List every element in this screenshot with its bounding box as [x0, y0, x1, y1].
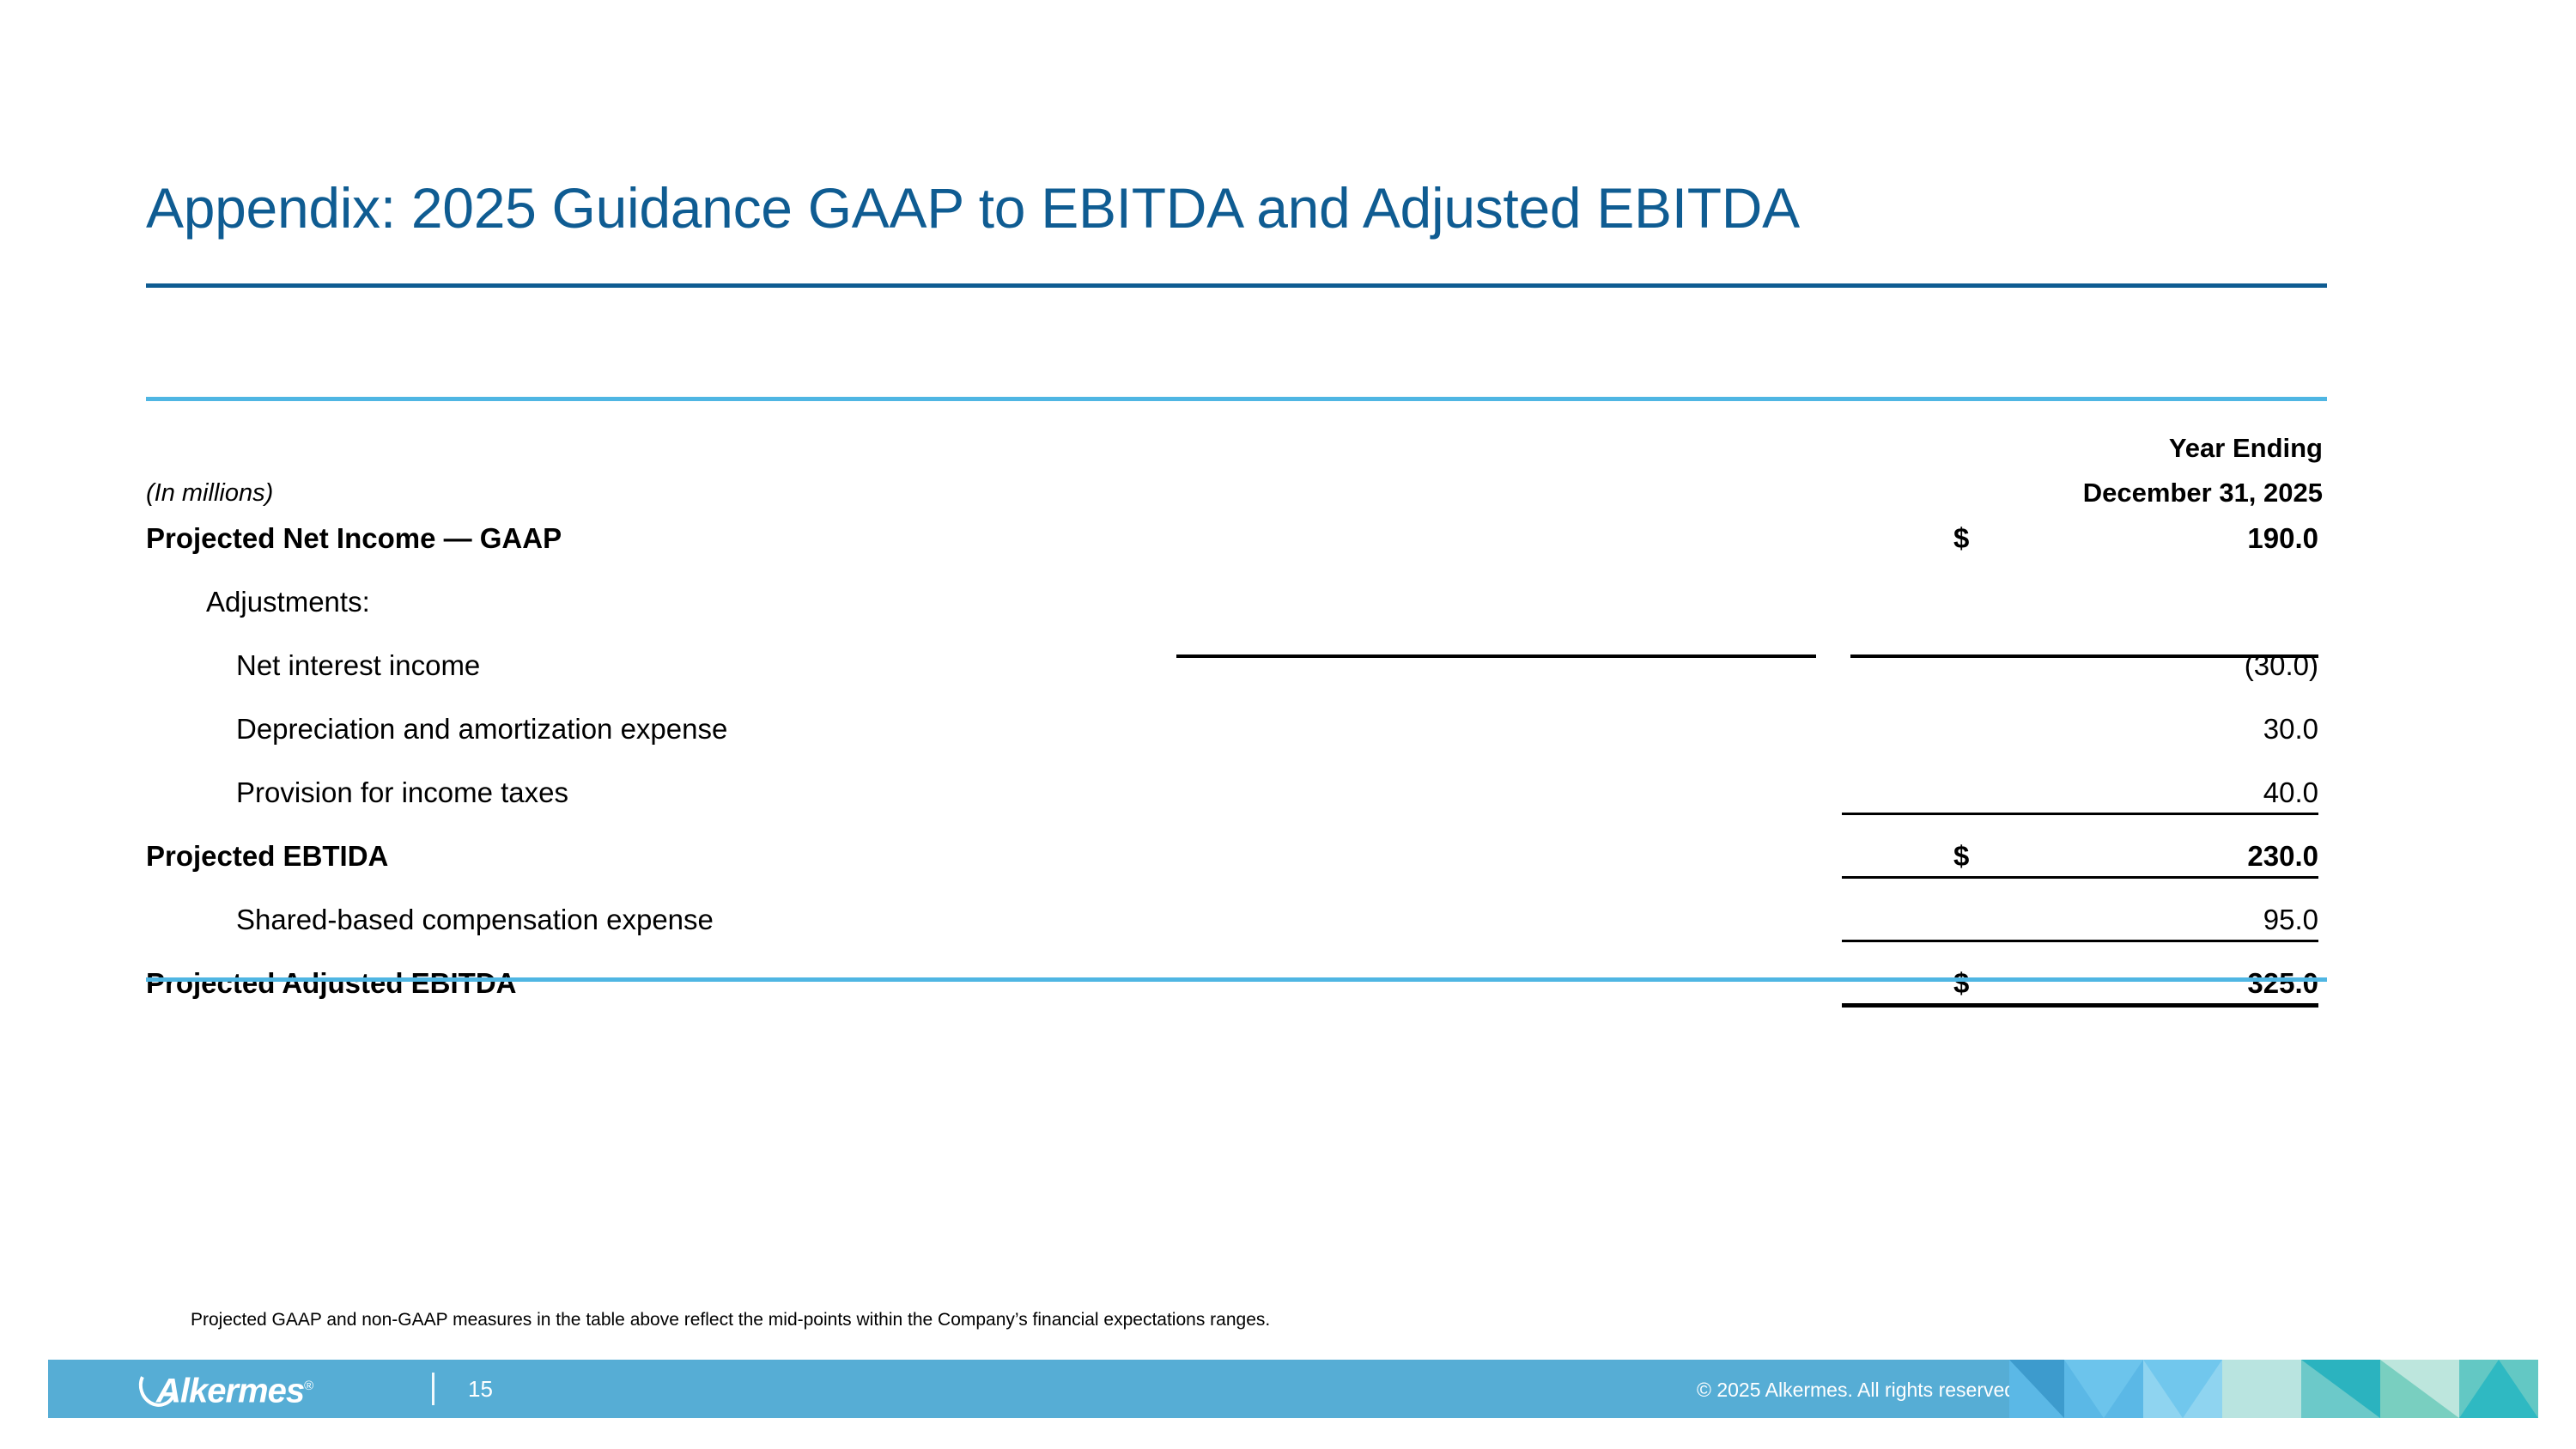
- currency-symbol: $: [1953, 967, 1970, 999]
- deco-triangle-icon: [2380, 1360, 2459, 1418]
- deco-triangle-icon: [2301, 1360, 2380, 1418]
- registered-trademark-icon: ®: [304, 1379, 313, 1394]
- deco-triangle-icon: [2064, 1360, 2143, 1418]
- copyright-text: © 2025 Alkermes. All rights reserved.: [1697, 1379, 2021, 1401]
- deco-cell: [2301, 1360, 2380, 1418]
- total-rule: [1842, 1003, 2318, 1008]
- table-top-rule: [146, 397, 2327, 401]
- row-label: Depreciation and amortization expense: [236, 713, 728, 745]
- deco-cell: [2222, 1360, 2301, 1418]
- subtotal-rule: [1842, 813, 2318, 815]
- column-header-year-ending: Year Ending: [2168, 433, 2323, 463]
- deco-cell: [2380, 1360, 2459, 1418]
- deco-triangle-icon: [2009, 1360, 2064, 1418]
- units-label: (In millions): [146, 479, 274, 507]
- page-title: Appendix: 2025 Guidance GAAP to EBITDA a…: [146, 176, 1800, 240]
- header-rule-right: [1850, 654, 2318, 658]
- table-bottom-rule: [146, 977, 2327, 982]
- row-label: Net interest income: [236, 649, 481, 681]
- footer-bar: Alkermes® 15 © 2025 Alkermes. All rights…: [48, 1360, 2538, 1418]
- subtotal-rule: [1842, 940, 2318, 942]
- row-label: Projected Adjusted EBITDA: [146, 967, 517, 999]
- currency-symbol: $: [1953, 522, 1970, 554]
- row-label: Adjustments:: [206, 586, 370, 618]
- footnote: Projected GAAP and non-GAAP measures in …: [191, 1310, 1271, 1330]
- row-value: 325.0: [2247, 967, 2318, 999]
- deco-cell: [2064, 1360, 2143, 1418]
- row-label: Projected Net Income — GAAP: [146, 522, 562, 554]
- alkermes-logo: Alkermes®: [133, 1361, 313, 1412]
- deco-cell: [2009, 1360, 2064, 1418]
- row-label: Projected EBTIDA: [146, 840, 389, 872]
- title-underline: [146, 283, 2327, 288]
- deco-cell: [2459, 1360, 2538, 1418]
- row-label: Provision for income taxes: [236, 776, 568, 808]
- header-rule-left: [1176, 654, 1816, 658]
- column-header-date: December 31, 2025: [2082, 478, 2323, 508]
- page-number: 15: [468, 1376, 493, 1402]
- row-value: 95.0: [2263, 904, 2318, 935]
- currency-symbol: $: [1953, 840, 1970, 872]
- footer-divider: [432, 1373, 434, 1405]
- decorative-triangle-pattern: [2009, 1360, 2538, 1418]
- logo-text: Alkermes: [156, 1372, 305, 1410]
- subtotal-rule: [1842, 876, 2318, 879]
- row-value: 40.0: [2263, 776, 2318, 808]
- deco-triangle-icon: [2143, 1360, 2222, 1418]
- deco-triangle-icon: [2459, 1360, 2538, 1418]
- deco-cell: [2143, 1360, 2222, 1418]
- logo-wordmark: Alkermes®: [133, 1361, 313, 1412]
- row-value: 30.0: [2263, 713, 2318, 745]
- row-value: 190.0: [2247, 522, 2318, 554]
- row-value: 230.0: [2247, 840, 2318, 872]
- row-label: Shared-based compensation expense: [236, 904, 714, 935]
- row-value: (30.0): [2244, 649, 2318, 681]
